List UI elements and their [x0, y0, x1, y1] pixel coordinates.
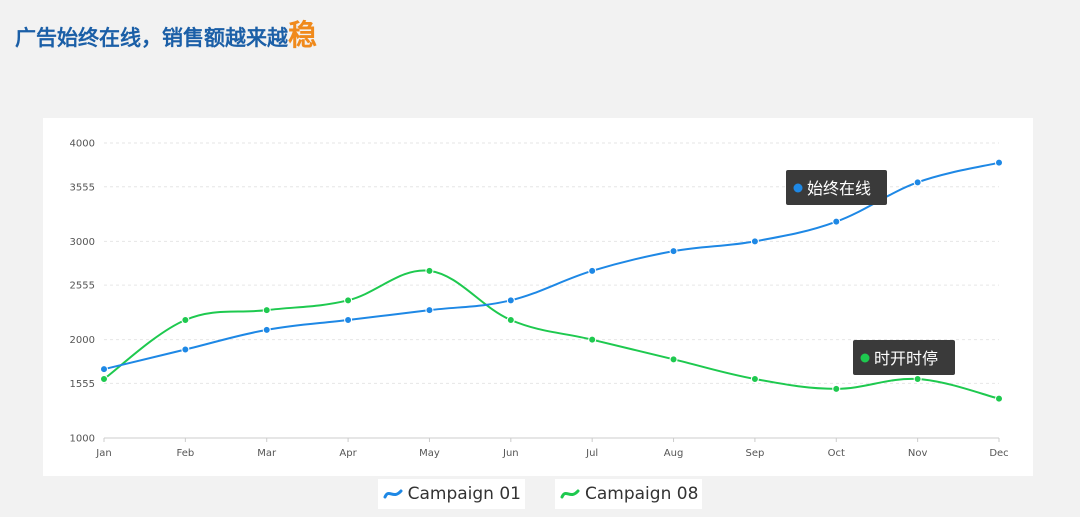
x-tick-label: Aug — [664, 448, 684, 459]
x-tick-label: Feb — [177, 448, 195, 459]
annotation-label-1: 始终在线 — [807, 179, 871, 198]
data-point — [913, 178, 922, 187]
x-tick-label: Jul — [585, 448, 598, 459]
data-point — [588, 266, 597, 275]
data-point — [506, 296, 515, 305]
x-tick-label: Jun — [502, 448, 519, 459]
wave-icon — [383, 489, 403, 499]
series-line-1 — [103, 161, 1000, 371]
annotation-dot-icon — [793, 183, 803, 193]
y-tick-label: 2000 — [70, 335, 95, 346]
x-tick-label: Mar — [257, 448, 277, 459]
data-point — [506, 316, 515, 324]
data-point — [750, 237, 759, 246]
data-point — [425, 306, 434, 315]
headline: 广告始终在线，销售额越来越稳 — [15, 12, 317, 54]
chart-panel: 1000 1555 2000 2555 3000 3555 4000 Jan Feb Mar Apr… — [43, 118, 1033, 476]
data-point — [995, 158, 1003, 167]
legend-label: Campaign 01 — [407, 484, 521, 504]
headline-highlight: 稳 — [288, 18, 318, 52]
data-point — [832, 217, 841, 226]
wave-icon — [560, 489, 580, 499]
headline-text: 广告始终在线，销售额越来越 — [15, 25, 288, 50]
data-point — [262, 325, 271, 334]
x-tick-label: Sep — [745, 448, 764, 459]
x-tick-label: Dec — [989, 448, 1008, 459]
chart-legend: Campaign 01 Campaign 08 — [0, 479, 1080, 509]
data-point — [913, 375, 922, 383]
data-point — [100, 375, 108, 383]
data-point — [832, 384, 841, 393]
x-tick-label: Apr — [339, 448, 357, 459]
data-point — [181, 316, 190, 324]
y-tick-label: 1000 — [70, 434, 95, 445]
y-tick-label: 4000 — [70, 139, 95, 150]
data-point — [669, 355, 678, 364]
data-point — [750, 375, 759, 383]
y-tick-label: 1555 — [70, 379, 95, 390]
x-tick-label: Oct — [828, 448, 845, 459]
data-point — [181, 345, 190, 354]
annotation-label-2: 时开时停 — [874, 349, 938, 368]
annotation-dot-icon — [860, 353, 870, 363]
legend-label: Campaign 08 — [585, 484, 699, 504]
legend-item-series-1[interactable]: Campaign 01 — [377, 479, 525, 509]
x-tick-label: Nov — [908, 448, 928, 459]
data-point — [588, 335, 597, 344]
data-point — [100, 365, 108, 374]
y-tick-label: 2555 — [70, 281, 95, 292]
annotation-box-1 — [786, 170, 887, 205]
annotation-box-2 — [853, 340, 955, 375]
x-tick-label: Jan — [95, 448, 111, 459]
legend-item-series-2[interactable]: Campaign 08 — [555, 479, 703, 509]
y-tick-label: 3555 — [70, 182, 95, 193]
data-point — [425, 266, 434, 275]
line-chart: 1000 1555 2000 2555 3000 3555 4000 Jan Feb Mar Apr… — [70, 139, 1009, 460]
data-point — [344, 296, 353, 305]
data-point — [995, 394, 1003, 403]
series-line-2 — [103, 269, 1000, 400]
x-tick-label: May — [419, 448, 440, 459]
data-point — [344, 316, 353, 324]
data-point — [669, 247, 678, 256]
y-tick-label: 3000 — [70, 237, 95, 248]
data-point — [262, 306, 271, 315]
